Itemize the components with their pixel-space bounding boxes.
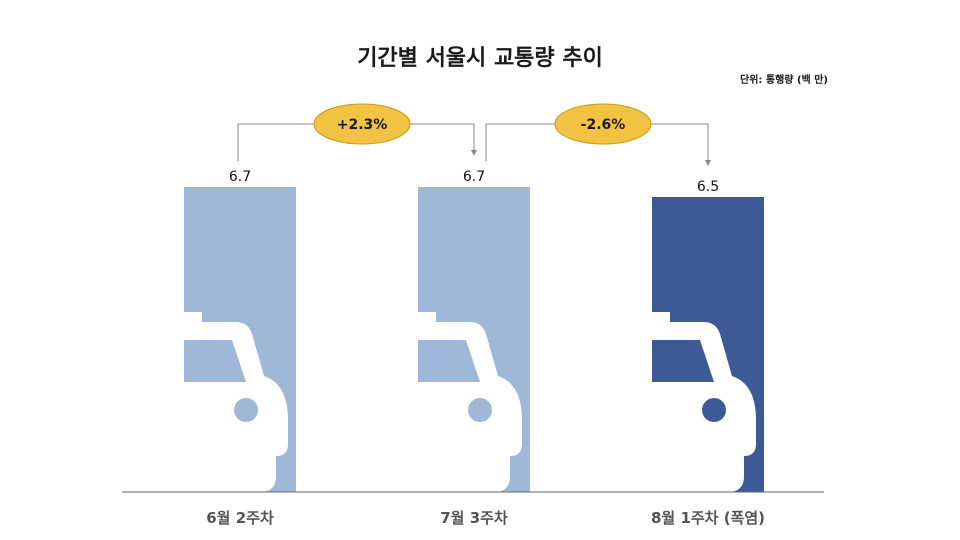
chart-title: 기간별 서울시 교통량 추이 [357,46,603,71]
change-label: +2.3% [337,117,388,133]
bar-value-label: 6.7 [229,169,251,185]
change-label: -2.6% [581,117,626,133]
car-front-icon [418,312,522,492]
bar-group: 6.5 8월 1주차 (폭염) [651,179,765,527]
category-label: 6월 2주차 [206,509,274,527]
change-badge [554,103,652,145]
change-badge [313,103,411,145]
car-front-icon [184,312,288,492]
bar-value-label: 6.5 [697,179,719,195]
unit-label: 단위: 통행량 (백 만) [740,75,828,86]
bar-group: 6.7 7월 3주차 [418,169,530,527]
bar-value-label: 6.7 [463,169,485,185]
car-front-icon [652,312,756,492]
change-connector: +2.3% [237,103,477,161]
category-label: 7월 3주차 [440,509,508,527]
change-connector: -2.6% [485,103,711,166]
category-label: 8월 1주차 (폭염) [651,509,765,527]
bar-group: 6.7 6월 2주차 [184,169,296,527]
